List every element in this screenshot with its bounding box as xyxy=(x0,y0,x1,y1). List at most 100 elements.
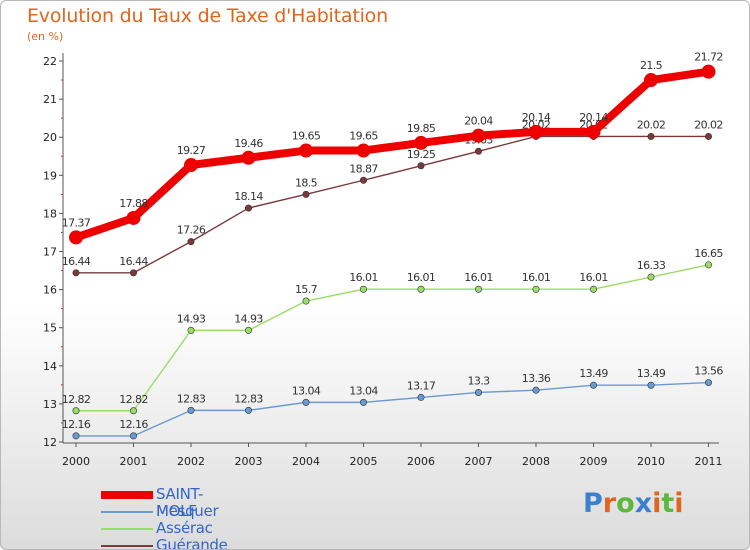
data-label: 13.04 xyxy=(292,384,321,397)
series-gu-rande: 16.4416.4417.2618.1418.518.8719.2519.632… xyxy=(62,118,723,277)
data-label: 12.83 xyxy=(177,392,206,405)
data-point xyxy=(704,261,712,269)
data-label: 13.49 xyxy=(579,367,608,380)
data-point xyxy=(72,407,80,415)
y-tick-label: 12 xyxy=(43,436,57,449)
y-tick-label: 15 xyxy=(43,322,57,335)
data-label: 13.17 xyxy=(407,379,436,392)
data-label: 13.04 xyxy=(349,384,378,397)
data-label: 17.37 xyxy=(62,216,91,229)
legend-label: Mesquer xyxy=(156,502,219,520)
data-point xyxy=(302,398,310,406)
data-label: 13.56 xyxy=(694,365,723,378)
y-tick-label: 22 xyxy=(43,55,57,68)
legend-label: Assérac xyxy=(156,519,213,537)
y-tick-label: 18 xyxy=(43,207,57,220)
x-tick-label: 2006 xyxy=(407,455,435,468)
data-label: 21.72 xyxy=(694,51,723,64)
data-point xyxy=(647,132,655,140)
data-point xyxy=(701,64,716,79)
logo-letter: P xyxy=(583,488,603,519)
series-ass-rac: 12.82 12.82 14.93 14.93 15.7 16.01 16.01 16.01 1… xyxy=(62,247,724,415)
data-label: 20.02 xyxy=(637,118,666,131)
data-point xyxy=(644,73,658,88)
data-point xyxy=(647,381,655,389)
legend-swatch xyxy=(101,491,153,499)
data-label: 17.26 xyxy=(177,224,206,237)
x-tick-label: 2011 xyxy=(695,455,723,468)
x-tick-label: 2010 xyxy=(637,455,665,468)
data-point xyxy=(245,204,253,212)
x-tick-label: 2003 xyxy=(235,455,263,468)
data-label: 18.14 xyxy=(234,190,263,203)
data-label: 16.44 xyxy=(119,255,148,268)
chart-title: Evolution du Taux de Taxe d'Habitation xyxy=(27,5,388,27)
data-point xyxy=(417,393,425,401)
logo-letter: x xyxy=(634,488,653,519)
data-point xyxy=(529,124,543,139)
data-label: 19.85 xyxy=(407,122,436,135)
y-tick-label: 16 xyxy=(43,284,57,297)
y-tick-label: 20 xyxy=(43,131,57,144)
data-point xyxy=(69,230,83,245)
data-label: 16.33 xyxy=(637,259,666,272)
data-point xyxy=(299,143,313,158)
x-tick-label: 2001 xyxy=(120,455,148,468)
data-label: 19.65 xyxy=(349,130,378,143)
data-label: 12.83 xyxy=(234,392,263,405)
data-point xyxy=(187,326,195,334)
series-mesquer: 12.16 12.16 12.83 12.83 13.04 13.04 13.17 13.3 1… xyxy=(62,365,724,440)
logo-letter: t xyxy=(661,488,675,519)
data-label: 20.02 xyxy=(694,118,723,131)
data-label: 17.88 xyxy=(119,197,148,210)
data-label: 16.01 xyxy=(522,271,551,284)
data-point xyxy=(359,176,367,184)
legend-swatch xyxy=(101,528,153,530)
data-point xyxy=(474,285,482,293)
series-line xyxy=(75,135,710,274)
data-point xyxy=(532,285,540,293)
data-point xyxy=(245,406,253,414)
chart-subtitle: (en %) xyxy=(27,30,64,43)
logo-letter: o xyxy=(616,488,635,519)
data-label: 16.01 xyxy=(349,271,378,284)
data-label: 19.65 xyxy=(292,130,321,143)
data-point xyxy=(130,407,138,415)
x-tick-label: 2002 xyxy=(177,455,205,468)
data-point xyxy=(302,190,310,198)
data-label: 13.49 xyxy=(637,367,666,380)
data-point xyxy=(356,143,371,158)
data-point xyxy=(187,238,195,246)
data-label: 12.16 xyxy=(62,418,91,431)
data-point xyxy=(704,379,712,387)
y-tick-label: 13 xyxy=(43,398,57,411)
x-tick-label: 2000 xyxy=(62,455,90,468)
y-tick-label: 19 xyxy=(43,169,57,182)
data-label: 18.5 xyxy=(295,176,318,189)
series-line xyxy=(72,67,713,242)
data-point xyxy=(72,432,80,440)
data-label: 19.25 xyxy=(407,148,436,161)
data-point xyxy=(532,386,540,394)
data-label: 14.93 xyxy=(177,312,206,325)
data-point xyxy=(130,269,138,277)
series-line xyxy=(75,264,710,412)
data-point xyxy=(589,381,597,389)
data-label: 19.46 xyxy=(234,137,263,150)
data-label: 14.93 xyxy=(234,312,263,325)
y-tick-label: 17 xyxy=(43,246,57,259)
series-line xyxy=(75,381,710,437)
x-tick-label: 2004 xyxy=(292,455,320,468)
x-tick-label: 2009 xyxy=(580,455,608,468)
data-label: 16.65 xyxy=(694,247,723,260)
data-label: 16.01 xyxy=(407,271,436,284)
data-label: 19.27 xyxy=(177,144,206,157)
data-point xyxy=(187,406,195,414)
data-label: 20.14 xyxy=(579,111,608,124)
data-label: 16.01 xyxy=(579,271,608,284)
data-point xyxy=(302,297,310,305)
data-label: 21.5 xyxy=(640,59,663,72)
data-label: 16.44 xyxy=(62,255,91,268)
